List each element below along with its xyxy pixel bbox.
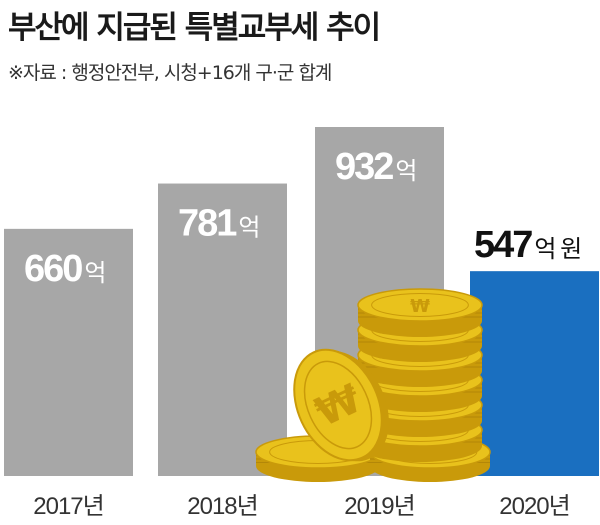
value-label-2019년: 932 억 (335, 146, 416, 188)
x-label-2017년: 2017년 (33, 493, 103, 520)
bar-2020년 (470, 271, 599, 476)
source-note: ※자료 : 행정안전부, 시청+16개 구·군 합계 (8, 62, 332, 84)
chart-title: 부산에 지급된 특별교부세 추이 (8, 10, 381, 46)
x-label-2018년: 2018년 (187, 493, 257, 520)
value-labels-layer: 660 억 781 억 932 억 547 억 원 (24, 146, 582, 290)
won-symbol: ₩ (410, 296, 430, 317)
value-label-2018년: 781 억 (178, 203, 259, 245)
bar-2017년 (4, 228, 133, 476)
x-axis-labels: 2017년 2018년 2019년 2020년 (33, 493, 570, 520)
gold-coin-stack-icon: ₩₩ (255, 288, 491, 482)
leaning-coin-icon: ₩ (293, 348, 389, 462)
coin-icon (357, 288, 483, 337)
x-label-2020년: 2020년 (499, 493, 569, 520)
value-label-2020년: 547 억 원 (474, 224, 580, 266)
bar-2018년 (158, 183, 287, 476)
value-label-2017년: 660 억 (24, 248, 105, 290)
x-label-2019년: 2019년 (344, 493, 414, 520)
